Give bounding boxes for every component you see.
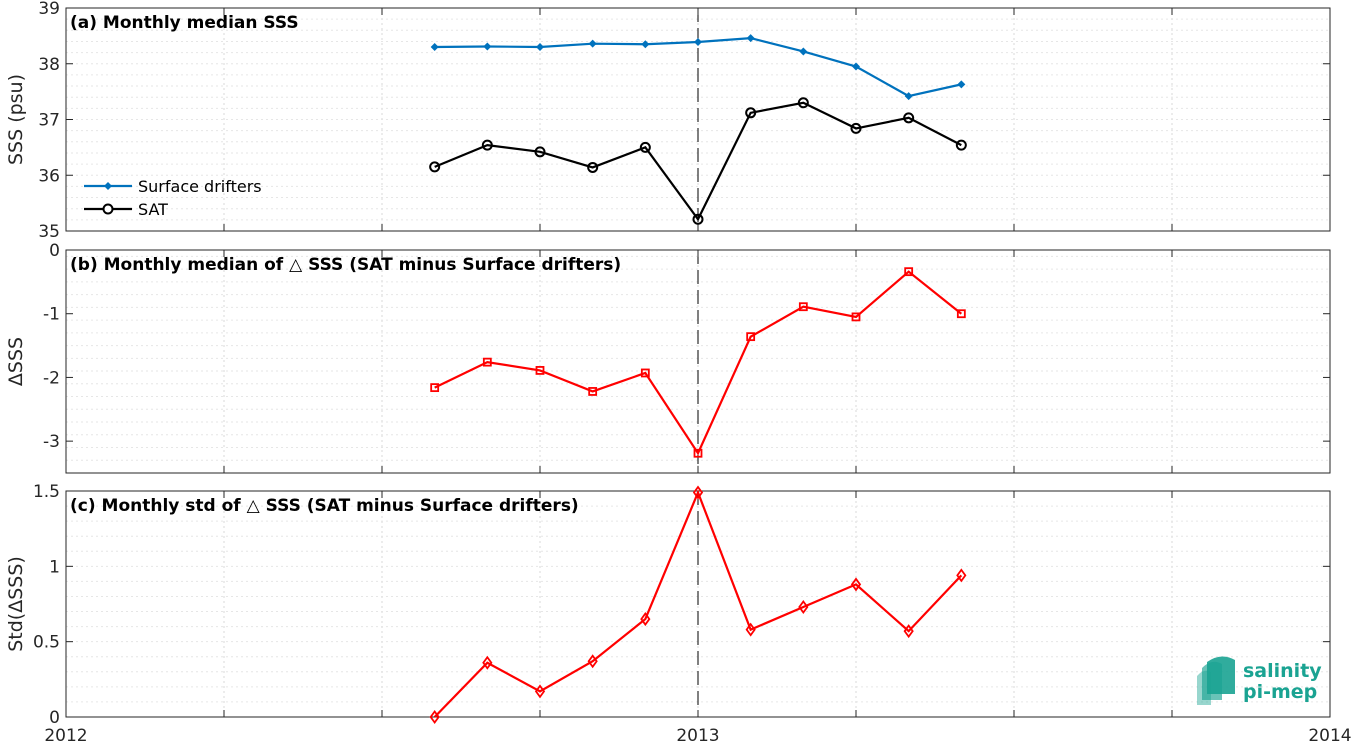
data-point: [588, 387, 598, 396]
data-point: [745, 622, 756, 637]
data-point: [903, 624, 914, 639]
panel-b: -3 -2 -1 0 ΔSSS (b) Monthly median of △ SSS (…: [5, 241, 1331, 474]
panel-title: (a) Monthly median SSS: [70, 13, 299, 33]
data-point: [535, 366, 545, 375]
y-tick-label: 1: [49, 557, 60, 577]
series-line: [433, 489, 963, 718]
data-point: [957, 80, 966, 89]
data-point: [850, 122, 862, 134]
series-surface-drifters: [430, 34, 966, 101]
data-point: [956, 568, 967, 583]
x-axis-labels: 2012 2013 2014: [44, 726, 1351, 745]
series-line: [434, 101, 962, 222]
data-point: [904, 267, 914, 277]
y-tick-label: 37: [38, 111, 60, 131]
data-point: [692, 485, 704, 500]
y-axis-label: ΔSSS: [5, 337, 27, 386]
y-tick-label: 0: [49, 241, 60, 261]
data-point: [745, 107, 757, 119]
data-point: [534, 684, 546, 699]
y-tick-label: 0.5: [33, 633, 60, 653]
data-point: [797, 97, 809, 109]
logo: [1353, 1, 1354, 2]
data-point: [483, 42, 492, 51]
panel-c: 0 0.5 1 1.5 Std(ΔSSS) (c) Monthly std of △ SS…: [5, 482, 1331, 728]
y-tick-label: 35: [38, 222, 60, 242]
data-point: [798, 599, 809, 615]
panel-title: (c) Monthly std of △ SSS (SAT minus Surf…: [70, 496, 579, 516]
data-point: [955, 139, 967, 151]
y-tick-label: -3: [43, 432, 60, 452]
data-point: [482, 655, 493, 670]
data-point: [850, 577, 862, 592]
data-point: [429, 709, 440, 725]
y-tick-label: 1.5: [33, 482, 60, 502]
legend: Surface drifters SAT: [84, 177, 262, 219]
y-axis-label: SSS (psu): [5, 74, 27, 165]
panel-title: (b) Monthly median of △ SSS (SAT minus S…: [70, 255, 621, 275]
data-point: [587, 161, 599, 173]
data-point: [692, 213, 704, 225]
data-point: [640, 612, 651, 627]
data-point: [746, 34, 755, 43]
legend-marker: [102, 203, 114, 215]
data-point: [481, 139, 493, 151]
data-point: [536, 43, 544, 52]
data-point: [640, 368, 650, 378]
y-tick-label: 39: [38, 0, 60, 19]
series-line: [434, 270, 963, 456]
data-point: [693, 448, 703, 458]
y-tick-label: 38: [38, 55, 60, 75]
x-tick-label: 2012: [44, 726, 87, 745]
data-point: [429, 161, 441, 173]
data-point: [851, 312, 861, 322]
data-point: [852, 62, 860, 71]
logo-text: salinity: [1243, 660, 1322, 682]
logo-text: pi-mep: [1243, 681, 1317, 703]
legend-label: Surface drifters: [138, 177, 262, 196]
data-point: [430, 383, 440, 393]
series-line: [434, 36, 962, 98]
data-point: [956, 309, 966, 319]
data-point: [641, 40, 650, 49]
data-point: [746, 332, 756, 342]
data-point: [903, 112, 915, 124]
data-point: [798, 302, 808, 312]
data-point: [430, 43, 439, 52]
data-point: [534, 146, 546, 158]
x-tick-label: 2014: [1308, 726, 1351, 745]
series-sat: [429, 97, 967, 225]
y-tick-label: -1: [43, 305, 60, 325]
y-tick-label: 36: [38, 166, 60, 186]
series-values: [429, 485, 967, 725]
data-point: [904, 92, 913, 101]
data-point: [587, 654, 598, 669]
data-point: [799, 47, 808, 56]
y-axis-label: Std(ΔSSS): [5, 556, 27, 652]
series-values: [430, 267, 966, 458]
x-tick-label: 2013: [676, 726, 719, 745]
data-point: [694, 38, 702, 47]
y-tick-label: -2: [43, 368, 60, 388]
legend-label: SAT: [138, 200, 168, 219]
legend-marker: [104, 182, 112, 190]
logo-mark: [1207, 656, 1235, 694]
data-point: [482, 357, 492, 367]
data-point: [639, 141, 651, 153]
panel-a: 35 36 37 38 39 SSS (psu) (a) Monthly median SS…: [5, 0, 1331, 242]
y-tick-label: 0: [49, 708, 60, 728]
data-point: [588, 39, 597, 48]
